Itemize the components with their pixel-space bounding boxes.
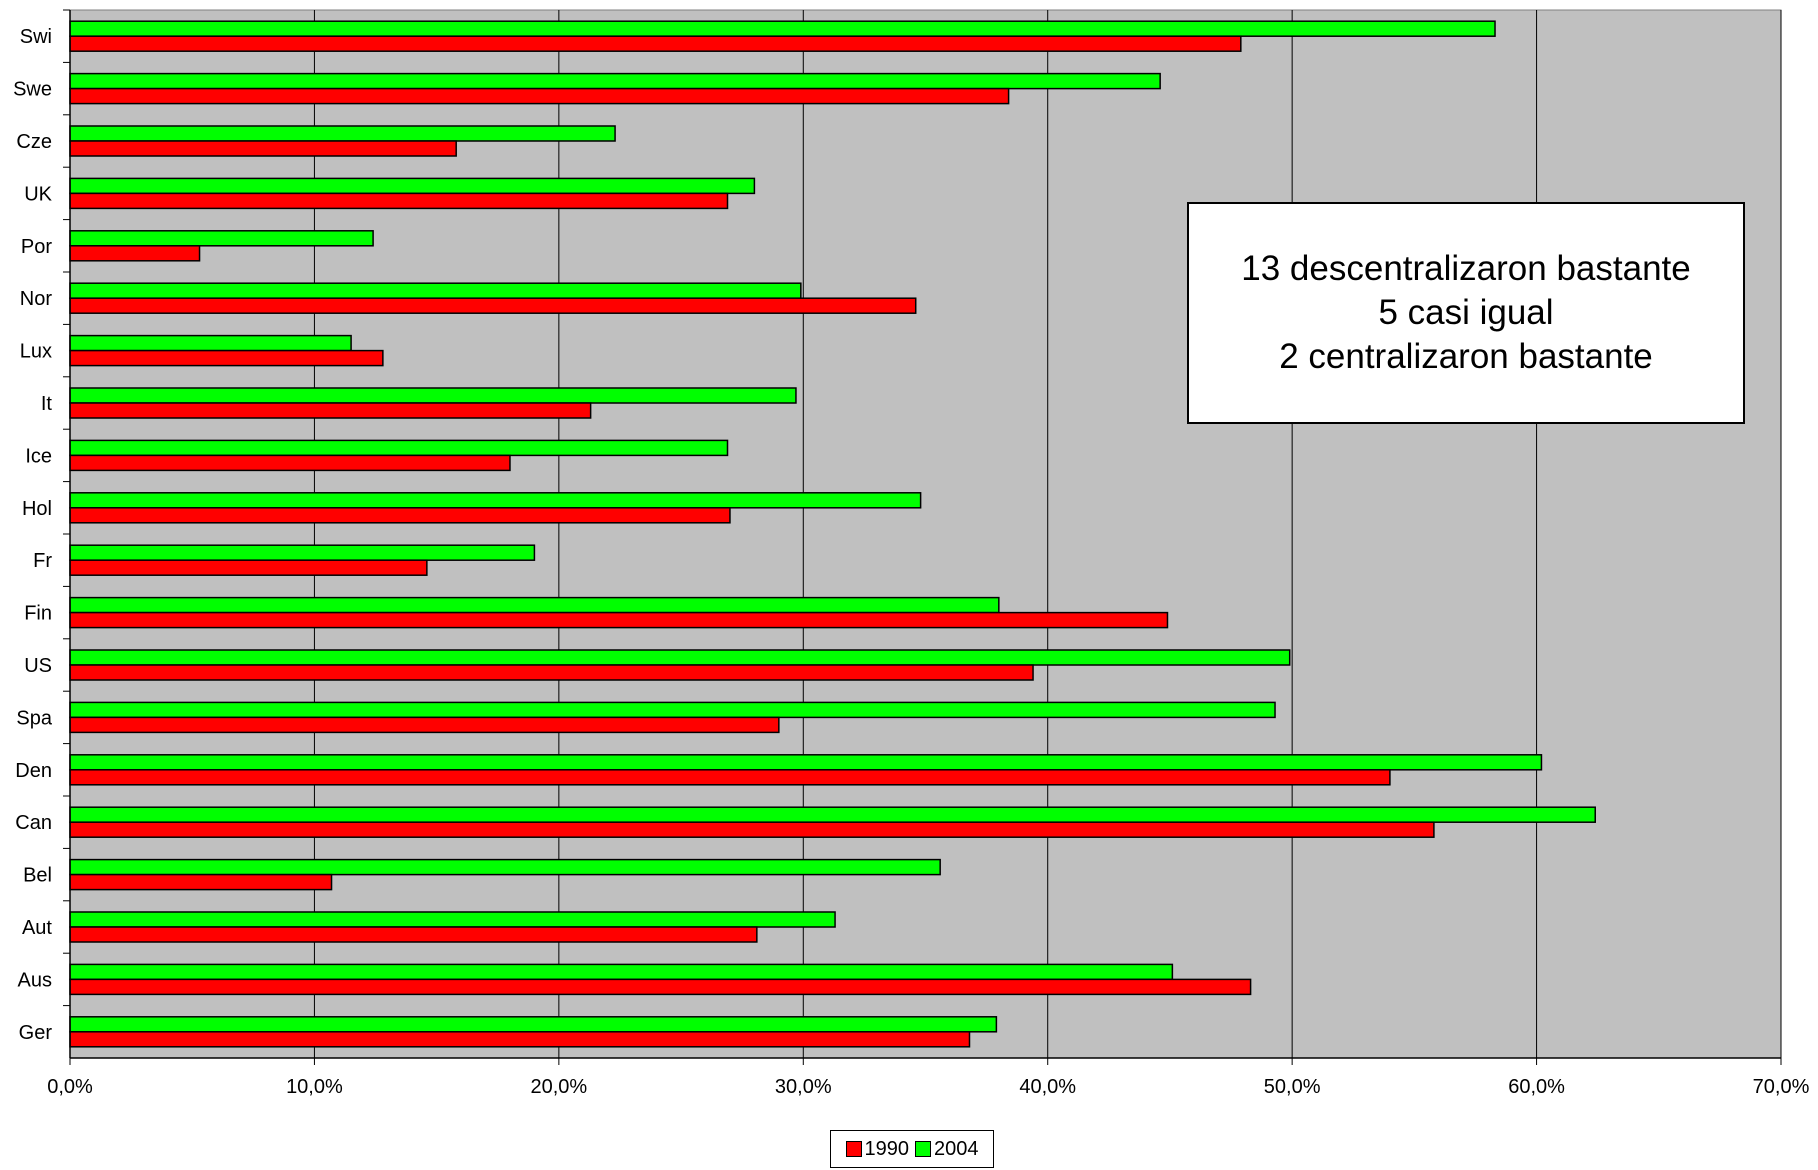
y-tick-label: Bel (23, 865, 52, 887)
y-tick-label: Fr (33, 550, 52, 572)
bar-1990-swe (69, 87, 1010, 105)
x-tick-label: 0,0% (47, 1076, 93, 1098)
bar-2004-por (69, 230, 374, 247)
x-tick-label: 30,0% (775, 1076, 832, 1098)
bar-1990-us (69, 664, 1034, 681)
bar-1990-aus (69, 978, 1252, 996)
annotation-line-1: 13 descentralizaron bastante (1241, 249, 1691, 288)
bar-1990-spa (69, 716, 780, 734)
bar-2004-spa (69, 701, 1276, 719)
y-tick-label: Aut (22, 917, 52, 939)
bar-2004-us (69, 649, 1291, 666)
bar-2004-uk (69, 177, 756, 195)
x-tick-label: 60,0% (1508, 1076, 1565, 1098)
legend-label-1990: 1990 (864, 1137, 910, 1160)
bar-1990-uk (69, 192, 729, 210)
x-axis-ticks: 0,0% 10,0% 20,0% 30,0% 40,0% 50,0% 60,0% 70,0% (47, 1058, 1810, 1098)
bars (69, 20, 1596, 1048)
y-tick-label: It (41, 393, 53, 415)
bar-1990-bel (69, 873, 333, 891)
bar-1990-den (69, 769, 1391, 786)
y-tick-label: Den (15, 760, 52, 782)
bar-1990-fin (69, 611, 1169, 629)
bar-2004-nor (69, 282, 802, 299)
bar-2004-can (69, 806, 1596, 823)
x-tick-label: 50,0% (1264, 1076, 1321, 1098)
legend-swatch-2004 (915, 1141, 931, 1157)
y-tick-label: Ger (19, 1022, 53, 1044)
bar-2004-it (69, 387, 797, 404)
y-tick-label: Swi (20, 26, 52, 48)
y-tick-label: Nor (20, 288, 53, 310)
bar-2004-ice (69, 439, 729, 457)
bar-2004-cze (69, 125, 616, 142)
bar-1990-ice (69, 454, 511, 472)
annotation-box: 13 descentralizaron bastante 5 casi igua… (1187, 202, 1745, 424)
legend-label-2004: 2004 (934, 1137, 979, 1160)
bar-2004-hol (69, 492, 922, 509)
y-tick-label: Cze (16, 131, 52, 153)
bar-2004-fr (69, 544, 536, 561)
bar-2004-lux (69, 334, 352, 352)
y-tick-label: Lux (20, 341, 52, 363)
bar-1990-nor (69, 297, 917, 314)
y-tick-label: Por (21, 236, 52, 258)
y-tick-label: Swe (13, 79, 52, 101)
bar-1990-hol (69, 507, 731, 524)
y-tick-label: Can (15, 812, 52, 834)
bar-1990-cze (69, 140, 457, 157)
y-tick-label: Fin (24, 603, 52, 625)
y-tick-label: US (24, 655, 52, 677)
y-tick-label: Aus (18, 969, 52, 991)
bar-1990-fr (69, 559, 428, 576)
y-tick-label: Hol (22, 498, 52, 520)
bar-2004-bel (69, 858, 941, 876)
bar-2004-aut (69, 911, 836, 928)
y-tick-label: Ice (25, 445, 52, 467)
bar-1990-can (69, 821, 1435, 838)
legend: 1990 2004 (830, 1130, 994, 1168)
bar-1990-ger (69, 1031, 971, 1048)
bar-2004-aus (69, 963, 1174, 981)
legend-item-2004: 2004 (915, 1138, 979, 1161)
bar-1990-it (69, 402, 592, 419)
bar-1990-lux (69, 349, 384, 367)
bar-1990-por (69, 245, 201, 262)
plot-area (69, 9, 1782, 1059)
legend-item-1990: 1990 (845, 1137, 910, 1161)
annotation-line-2: 5 casi igual (1378, 293, 1554, 332)
bar-2004-swi (69, 20, 1496, 37)
annotation-line-3: 2 centralizaron bastante (1279, 337, 1653, 376)
bar-2004-fin (69, 596, 1000, 614)
x-tick-label: 70,0% (1753, 1076, 1810, 1098)
bar-1990-swi (69, 35, 1242, 52)
y-tick-label: Spa (16, 707, 52, 729)
bar-2004-ger (69, 1016, 998, 1033)
bar-2004-den (69, 754, 1543, 771)
bar-1990-aut (69, 926, 758, 943)
y-tick-label: UK (24, 183, 52, 205)
x-tick-label: 20,0% (530, 1076, 587, 1098)
x-tick-label: 10,0% (286, 1076, 343, 1098)
legend-swatch-1990 (845, 1141, 862, 1157)
y-axis-ticks: Swi Swe Cze UK Por Nor Lux It Ice Hol Fr Fin US Spa De… (13, 9, 70, 1044)
bar-2004-swe (69, 72, 1161, 90)
x-tick-label: 40,0% (1019, 1076, 1076, 1098)
